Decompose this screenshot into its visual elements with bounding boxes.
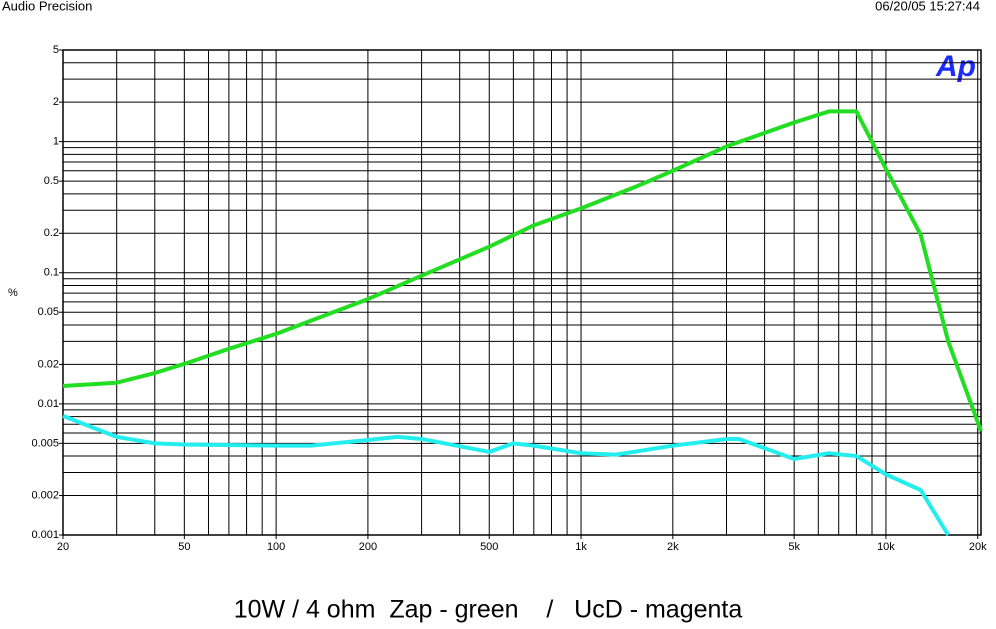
x-tick-label: 20k [969,541,987,553]
series-line [62,414,950,537]
y-tick-label: 0.005 [31,437,59,449]
logo: Ap [935,50,976,83]
x-tick-label: 10k [877,541,895,553]
y-tick-label: 2 [53,96,59,108]
caption: 10W / 4 ohm Zap - green / UcD - magenta [234,596,743,624]
plot-frame [62,49,982,536]
y-tick-label: 0.1 [44,267,59,279]
x-tick-label: 5k [788,541,800,553]
header-right: 06/20/05 15:27:44 [875,0,980,13]
header-left: Audio Precision [2,0,92,13]
x-tick-label: 1k [575,541,587,553]
x-tick-label: 2k [667,541,679,553]
x-tick-label: 200 [359,541,377,553]
y-tick-label: 5 [53,44,59,56]
x-tick-label: 500 [480,541,498,553]
y-tick-label: 0.05 [38,306,59,318]
y-tick-label: 0.002 [31,489,59,501]
series-line [62,109,983,432]
y-tick-label: 1 [53,136,59,148]
x-tick-label: 50 [178,541,190,553]
y-tick-label: 0.5 [44,175,59,187]
x-tick-label: 100 [267,541,285,553]
x-tick-label: 20 [57,541,69,553]
y-tick-label: 0.001 [31,529,59,541]
y-tick-label: 0.01 [38,398,59,410]
y-tick-label: 0.2 [44,227,59,239]
y-axis-label: % [8,287,18,299]
y-tick-label: 0.02 [38,358,59,370]
